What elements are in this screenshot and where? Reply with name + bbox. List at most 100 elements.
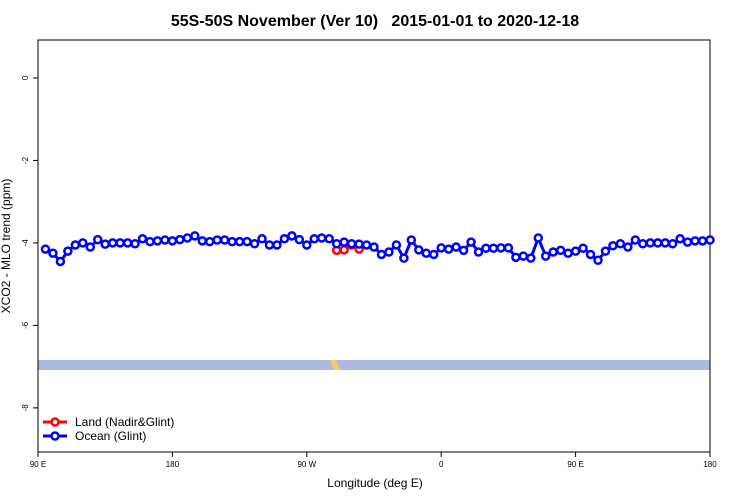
legend-label: Ocean (Glint) xyxy=(75,429,146,443)
point xyxy=(533,233,544,243)
x-tick-label: 0 xyxy=(439,460,444,469)
point xyxy=(92,234,103,245)
point xyxy=(190,231,200,241)
y-tick-label: 0 xyxy=(21,75,30,80)
legend-marker xyxy=(50,417,60,427)
point xyxy=(451,242,461,252)
point xyxy=(160,235,170,245)
point xyxy=(384,247,394,257)
point xyxy=(115,238,125,248)
point xyxy=(391,240,402,250)
x-tick-label: 90 E xyxy=(567,460,583,469)
point xyxy=(406,235,417,245)
point xyxy=(369,242,379,252)
point xyxy=(645,238,656,248)
point xyxy=(48,248,58,258)
point xyxy=(675,234,685,244)
point xyxy=(272,240,282,250)
map-strip xyxy=(38,360,710,370)
y-tick-label: -4 xyxy=(21,239,30,247)
point xyxy=(175,234,185,245)
point xyxy=(667,238,678,249)
point xyxy=(421,248,432,258)
point xyxy=(399,253,409,263)
point xyxy=(608,241,618,251)
point xyxy=(458,245,469,256)
point xyxy=(488,243,499,254)
point xyxy=(145,236,155,247)
point xyxy=(339,237,349,247)
point xyxy=(279,234,290,244)
point xyxy=(264,240,275,250)
plot-frame xyxy=(37,39,711,453)
point xyxy=(257,234,267,244)
point xyxy=(78,238,88,248)
point xyxy=(324,234,334,244)
point xyxy=(137,234,148,244)
x-axis-label: Longitude (deg E) xyxy=(327,476,422,490)
point xyxy=(227,236,237,247)
point xyxy=(503,243,514,253)
point xyxy=(376,249,387,260)
x-tick-label: 180 xyxy=(166,460,180,469)
point xyxy=(555,245,566,256)
point xyxy=(600,246,611,256)
point xyxy=(55,256,66,267)
point xyxy=(511,252,521,263)
point xyxy=(518,251,529,261)
point xyxy=(436,243,446,253)
chart-title: 55S-50S November (Ver 10) 2015-01-01 to … xyxy=(171,13,579,30)
point xyxy=(182,233,193,243)
point xyxy=(219,235,230,245)
point xyxy=(615,238,626,249)
point xyxy=(354,239,364,249)
point xyxy=(70,240,81,250)
point xyxy=(705,235,715,245)
point xyxy=(630,235,641,245)
point xyxy=(443,244,454,254)
point xyxy=(40,244,51,254)
point xyxy=(481,243,491,254)
point xyxy=(690,236,700,246)
point xyxy=(428,249,439,260)
point xyxy=(107,238,118,248)
point xyxy=(316,233,327,243)
point xyxy=(63,246,73,256)
point xyxy=(414,245,424,255)
legend-marker xyxy=(50,431,60,441)
point xyxy=(197,236,208,246)
point xyxy=(540,251,551,261)
point xyxy=(331,238,342,249)
point xyxy=(682,237,693,247)
x-tick-label: 90 W xyxy=(297,460,316,469)
point xyxy=(85,242,96,252)
y-tick-label: -2 xyxy=(21,156,30,164)
point xyxy=(204,236,215,247)
x-tick-label: 90 E xyxy=(30,460,46,469)
point xyxy=(473,247,484,257)
point xyxy=(593,255,603,265)
y-tick-label: -6 xyxy=(21,321,30,329)
point xyxy=(585,249,596,260)
map-land xyxy=(330,360,340,370)
point xyxy=(466,237,476,247)
point xyxy=(496,243,506,253)
point xyxy=(234,236,245,247)
point xyxy=(339,245,349,255)
point xyxy=(122,238,133,248)
point xyxy=(302,240,312,250)
point xyxy=(152,236,163,246)
y-axis-label: XCO2 - MLO trend (ppm) xyxy=(0,179,13,314)
point xyxy=(638,238,648,249)
point xyxy=(361,240,372,250)
point xyxy=(346,238,357,249)
point xyxy=(697,236,708,246)
point xyxy=(287,231,297,241)
legend-label: Land (Nadir&Glint) xyxy=(75,415,174,429)
point xyxy=(212,235,222,245)
point xyxy=(294,234,305,245)
point xyxy=(578,243,588,254)
point xyxy=(570,246,581,256)
point xyxy=(526,253,536,263)
